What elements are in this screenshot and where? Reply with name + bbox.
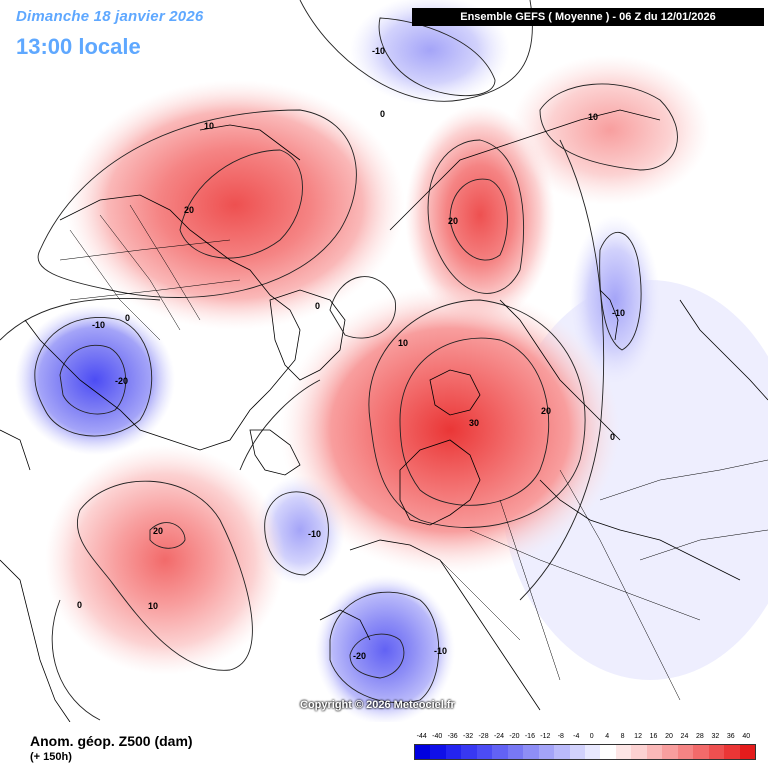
copyright-notice: Copyright © 2026 Meteociel.fr	[300, 699, 455, 711]
legend-swatch	[631, 745, 647, 759]
contour-lines	[0, 0, 678, 721]
anomaly-warm-europe	[280, 285, 620, 575]
legend-swatch	[430, 745, 446, 759]
anomaly-cold-north	[350, 0, 510, 105]
anomaly-warm-siberia	[405, 105, 555, 325]
contour-label: -20	[115, 376, 128, 386]
legend-tick-label: 0	[589, 733, 594, 740]
legend-tick-label: -20	[509, 733, 520, 740]
legend-tick-label: 16	[649, 733, 658, 740]
legend-tick-label: -40	[432, 733, 443, 740]
contour-label: -10	[434, 646, 447, 656]
variable-label: Anom. géop. Z500 (dam)	[30, 733, 193, 749]
forecast-date: Dimanche 18 janvier 2026	[16, 8, 204, 25]
contour-label: 20	[541, 406, 551, 416]
legend-tick-label: -8	[557, 733, 564, 740]
contour-label: 20	[448, 216, 458, 226]
legend-swatch	[554, 745, 570, 759]
contour-label: -10	[92, 320, 105, 330]
contour-label: 0	[77, 600, 82, 610]
borders	[59, 204, 768, 701]
contour-label: -10	[308, 529, 321, 539]
legend-swatch	[445, 745, 462, 759]
legend-tick-label: 40	[742, 733, 751, 740]
contour-label: -20	[353, 651, 366, 661]
legend-swatch	[476, 745, 493, 759]
legend-swatch	[724, 745, 740, 759]
legend-tick-label: 24	[680, 733, 689, 740]
legend-swatch	[538, 745, 555, 759]
contour-label: -10	[612, 308, 625, 318]
legend-swatch	[677, 745, 694, 759]
legend-tick-label: 36	[726, 733, 735, 740]
contour-label: 0	[610, 432, 615, 442]
legend-ticks: -44 -40 -36 -32 -28 -24 -20 -16 -12 -8 -4 0 4 8 12 16 20…	[414, 733, 754, 743]
legend-tick-label: -16	[524, 733, 535, 740]
anomaly-warm-pacific	[510, 55, 710, 205]
legend-swatch	[615, 745, 632, 759]
legend-swatch	[492, 745, 508, 759]
contour-label: 0	[125, 313, 130, 323]
contour-label: 20	[153, 526, 163, 536]
contour-label: 10	[204, 121, 214, 131]
legend-swatch	[693, 745, 709, 759]
legend-swatch	[569, 745, 585, 759]
anomaly-cold-pacific	[15, 305, 175, 455]
color-legend	[414, 744, 756, 760]
legend-tick-label: 28	[696, 733, 704, 740]
legend-tick-label: -44	[416, 733, 427, 740]
legend-tick-label: 20	[665, 733, 673, 740]
contour-label: -10	[372, 46, 385, 56]
legend-tick-label: -28	[478, 733, 489, 740]
contour-label: 20	[184, 205, 194, 215]
legend-tick-label: 4	[605, 733, 610, 740]
legend-tick-label: -24	[493, 733, 505, 740]
legend-tick-label: -4	[573, 733, 580, 740]
contour-label-layer: -10 10 0 20 10 20 -10 0 -10 -20 10 0 30 …	[77, 46, 625, 661]
legend-swatch	[646, 745, 663, 759]
legend-tick-label: -12	[540, 733, 551, 740]
contour-label: 30	[469, 418, 479, 428]
legend-swatch	[662, 745, 678, 759]
legend-tick-label: 32	[711, 733, 720, 740]
contour-label: 0	[315, 301, 320, 311]
contour-label: 10	[148, 601, 158, 611]
legend-swatch	[461, 745, 477, 759]
legend-tick-label: 12	[634, 733, 642, 740]
legend-swatch	[584, 745, 601, 759]
legend-swatch	[708, 745, 725, 759]
legend-swatch	[507, 745, 524, 759]
anomaly-warm-atlantic	[45, 445, 285, 675]
anomaly-warm-canada	[65, 80, 405, 330]
lead-time-label: (+ 150h)	[30, 751, 72, 763]
forecast-time: 13:00 locale	[16, 34, 141, 59]
legend-swatch	[415, 745, 431, 759]
legend-swatch	[739, 745, 755, 759]
model-run-label: Ensemble GEFS ( Moyenne ) - 06 Z du 12/0…	[412, 8, 764, 26]
contour-label: 10	[398, 338, 408, 348]
contour-label: 10	[588, 112, 598, 122]
legend-tick-label: -32	[463, 733, 474, 740]
contour-label: 0	[380, 109, 385, 119]
legend-tick-label: 8	[620, 733, 625, 740]
legend-swatch	[523, 745, 539, 759]
legend-tick-label: -36	[447, 733, 458, 740]
coastlines	[0, 109, 768, 723]
legend-swatch	[600, 745, 616, 759]
